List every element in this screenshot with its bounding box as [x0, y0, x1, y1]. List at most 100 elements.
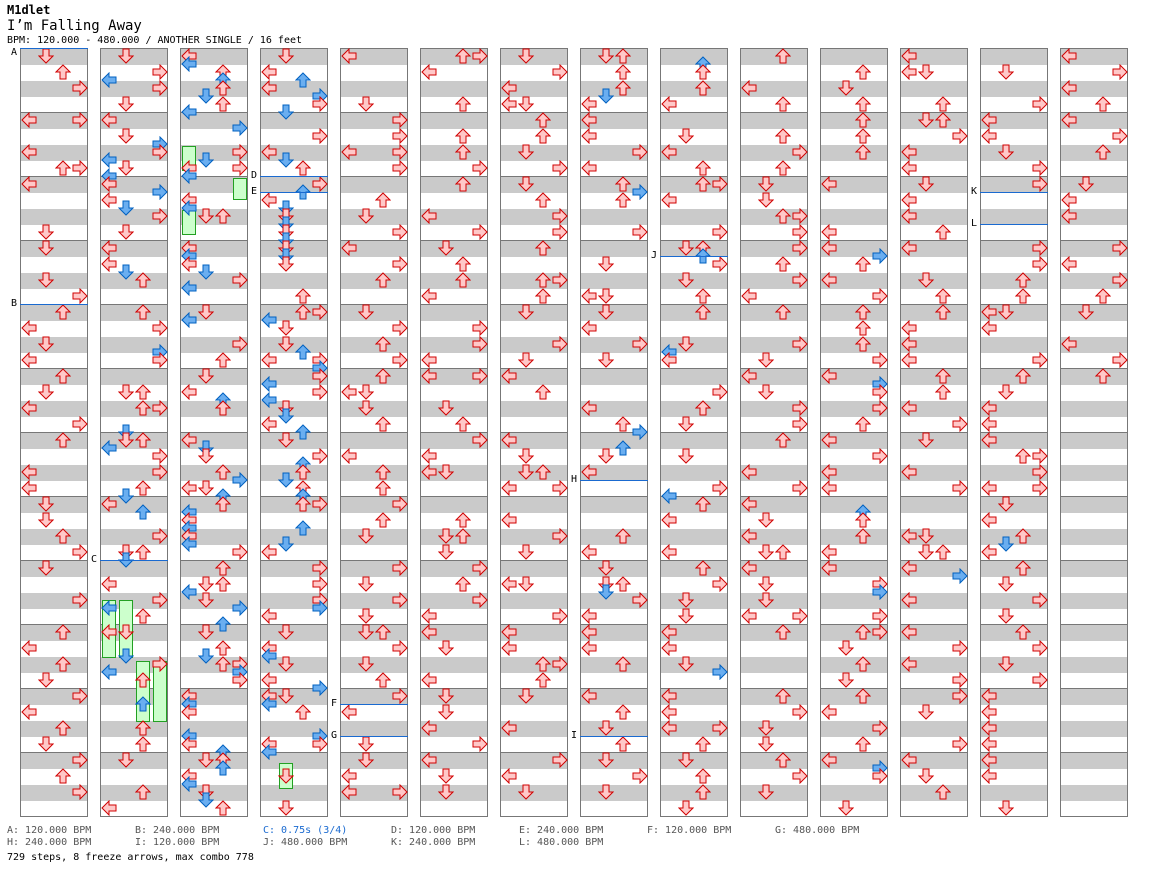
- measure-line: [421, 240, 487, 241]
- left-arrow-icon: [421, 208, 437, 224]
- measure-line: [261, 304, 327, 305]
- left-arrow-icon: [821, 704, 837, 720]
- right-arrow-icon: [792, 336, 808, 352]
- down-arrow-icon: [198, 576, 214, 592]
- measure-line: [421, 304, 487, 305]
- down-arrow-icon: [358, 208, 374, 224]
- left-arrow-icon: [181, 776, 197, 792]
- left-arrow-icon: [901, 336, 917, 352]
- left-arrow-icon: [21, 352, 37, 368]
- up-arrow-icon: [535, 288, 551, 304]
- left-arrow-icon: [981, 432, 997, 448]
- up-arrow-icon: [1095, 368, 1111, 384]
- down-arrow-icon: [758, 352, 774, 368]
- down-arrow-icon: [598, 560, 614, 576]
- left-arrow-icon: [981, 704, 997, 720]
- measure-line: [581, 688, 647, 689]
- measure-line: [341, 688, 407, 689]
- left-arrow-icon: [821, 752, 837, 768]
- down-arrow-icon: [278, 320, 294, 336]
- down-arrow-icon: [678, 608, 694, 624]
- right-arrow-icon: [792, 416, 808, 432]
- down-arrow-icon: [278, 472, 294, 488]
- left-arrow-icon: [181, 200, 197, 216]
- measure-line: [21, 688, 87, 689]
- up-arrow-icon: [375, 480, 391, 496]
- measure-line: [181, 368, 247, 369]
- down-arrow-icon: [278, 624, 294, 640]
- left-arrow-icon: [741, 368, 757, 384]
- measure-line: [261, 368, 327, 369]
- left-arrow-icon: [21, 464, 37, 480]
- down-arrow-icon: [758, 384, 774, 400]
- left-arrow-icon: [21, 176, 37, 192]
- down-arrow-icon: [518, 688, 534, 704]
- down-arrow-icon: [998, 304, 1014, 320]
- right-arrow-icon: [152, 400, 168, 416]
- up-arrow-icon: [855, 112, 871, 128]
- down-arrow-icon: [918, 704, 934, 720]
- right-arrow-icon: [72, 112, 88, 128]
- up-arrow-icon: [855, 688, 871, 704]
- measure-line: [901, 560, 967, 561]
- right-arrow-icon: [1032, 640, 1048, 656]
- down-arrow-icon: [918, 112, 934, 128]
- up-arrow-icon: [855, 528, 871, 544]
- down-arrow-icon: [918, 272, 934, 288]
- stop-entry: C: 0.75s (3/4): [263, 825, 348, 836]
- up-arrow-icon: [55, 160, 71, 176]
- up-arrow-icon: [775, 160, 791, 176]
- right-arrow-icon: [872, 400, 888, 416]
- left-arrow-icon: [181, 480, 197, 496]
- right-arrow-icon: [152, 528, 168, 544]
- down-arrow-icon: [598, 352, 614, 368]
- up-arrow-icon: [295, 344, 311, 360]
- measure-line: [1061, 560, 1127, 561]
- left-arrow-icon: [101, 152, 117, 168]
- right-arrow-icon: [712, 720, 728, 736]
- bpm-marker-line: [980, 192, 1048, 193]
- right-arrow-icon: [72, 288, 88, 304]
- down-arrow-icon: [758, 176, 774, 192]
- left-arrow-icon: [101, 192, 117, 208]
- right-arrow-icon: [232, 336, 248, 352]
- right-arrow-icon: [232, 544, 248, 560]
- down-arrow-icon: [358, 304, 374, 320]
- bpm-marker-line: [980, 224, 1048, 225]
- chart-column: [900, 48, 968, 817]
- up-arrow-icon: [215, 352, 231, 368]
- up-arrow-icon: [1095, 96, 1111, 112]
- up-arrow-icon: [855, 256, 871, 272]
- right-arrow-icon: [472, 48, 488, 64]
- right-arrow-icon: [392, 112, 408, 128]
- down-arrow-icon: [358, 656, 374, 672]
- up-arrow-icon: [375, 624, 391, 640]
- right-arrow-icon: [72, 592, 88, 608]
- left-arrow-icon: [501, 96, 517, 112]
- left-arrow-icon: [581, 160, 597, 176]
- left-arrow-icon: [821, 176, 837, 192]
- down-arrow-icon: [358, 400, 374, 416]
- bpm-marker-label: L: [971, 218, 978, 229]
- right-arrow-icon: [72, 784, 88, 800]
- measure-line: [181, 688, 247, 689]
- down-arrow-icon: [598, 88, 614, 104]
- bpm-marker-label: B: [11, 298, 18, 309]
- left-arrow-icon: [821, 560, 837, 576]
- up-arrow-icon: [375, 336, 391, 352]
- down-arrow-icon: [278, 48, 294, 64]
- left-arrow-icon: [341, 704, 357, 720]
- right-arrow-icon: [552, 656, 568, 672]
- right-arrow-icon: [152, 184, 168, 200]
- down-arrow-icon: [358, 608, 374, 624]
- up-arrow-icon: [935, 112, 951, 128]
- down-arrow-icon: [518, 784, 534, 800]
- right-arrow-icon: [152, 80, 168, 96]
- measure-line: [981, 304, 1047, 305]
- left-arrow-icon: [341, 48, 357, 64]
- up-arrow-icon: [695, 736, 711, 752]
- up-arrow-icon: [775, 544, 791, 560]
- left-arrow-icon: [421, 720, 437, 736]
- right-arrow-icon: [472, 432, 488, 448]
- left-arrow-icon: [21, 704, 37, 720]
